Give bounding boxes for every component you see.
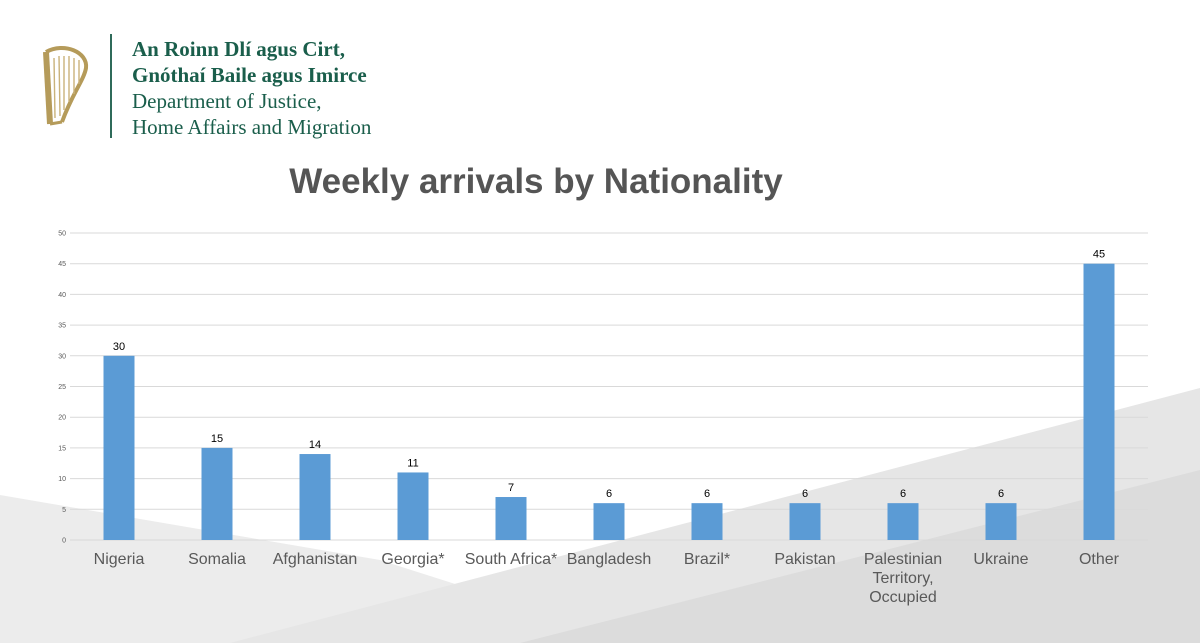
bar bbox=[201, 447, 233, 540]
y-tick-label: 40 bbox=[58, 292, 66, 299]
x-tick-label: Palestinian Territory, Occupied bbox=[864, 551, 942, 606]
x-tick-label: South Africa* bbox=[465, 551, 558, 568]
x-tick-label: Somalia bbox=[188, 551, 246, 568]
bar bbox=[593, 503, 625, 540]
header-divider bbox=[110, 34, 112, 138]
x-tick-label: Bangladesh bbox=[567, 551, 652, 568]
department-name-english-line1: Department of Justice, bbox=[132, 89, 322, 113]
data-label: 7 bbox=[508, 482, 514, 494]
x-tick-label: Pakistan bbox=[774, 551, 835, 568]
bar bbox=[985, 503, 1017, 540]
data-label: 45 bbox=[1093, 249, 1105, 261]
harp-icon bbox=[43, 46, 89, 126]
x-tick-label: Ukraine bbox=[973, 551, 1028, 568]
x-tick-label: Nigeria bbox=[94, 551, 145, 568]
data-label: 6 bbox=[704, 488, 710, 500]
data-label: 6 bbox=[998, 488, 1004, 500]
data-label: 6 bbox=[900, 488, 906, 500]
department-name: An Roinn Dlí agus Cirt, Gnóthaí Baile ag… bbox=[132, 36, 371, 140]
bar bbox=[691, 503, 723, 540]
y-tick-label: 10 bbox=[58, 476, 66, 483]
y-tick-label: 45 bbox=[58, 261, 66, 268]
bar bbox=[789, 503, 821, 540]
y-tick-label: 15 bbox=[58, 445, 66, 452]
y-tick-label: 0 bbox=[62, 538, 66, 545]
y-tick-label: 30 bbox=[58, 353, 66, 360]
data-label: 11 bbox=[407, 457, 418, 469]
y-tick-label: 50 bbox=[58, 231, 66, 238]
data-label: 14 bbox=[309, 439, 321, 451]
y-tick-label: 20 bbox=[58, 415, 66, 422]
x-tick-label: Georgia* bbox=[381, 551, 444, 568]
bar bbox=[299, 454, 331, 540]
chart-title: Weekly arrivals by Nationality bbox=[289, 162, 783, 201]
x-tick-label: Afghanistan bbox=[273, 551, 358, 568]
bar bbox=[1083, 263, 1115, 540]
x-tick-label: Brazil* bbox=[684, 551, 730, 568]
data-label: 6 bbox=[606, 488, 612, 500]
bar bbox=[887, 503, 919, 540]
y-tick-label: 35 bbox=[58, 323, 66, 330]
y-tick-label: 25 bbox=[58, 384, 66, 391]
department-name-irish-line1: An Roinn Dlí agus Cirt, bbox=[132, 37, 345, 61]
data-label: 30 bbox=[113, 341, 125, 353]
data-label: 15 bbox=[211, 433, 223, 445]
department-name-english-line2: Home Affairs and Migration bbox=[132, 115, 372, 139]
bar bbox=[495, 497, 527, 540]
department-name-irish-line2: Gnóthaí Baile agus Imirce bbox=[132, 63, 367, 87]
data-label: 6 bbox=[802, 488, 808, 500]
y-tick-label: 5 bbox=[62, 507, 66, 514]
bar bbox=[103, 355, 135, 540]
bar bbox=[397, 472, 429, 540]
x-tick-label: Other bbox=[1079, 551, 1120, 568]
